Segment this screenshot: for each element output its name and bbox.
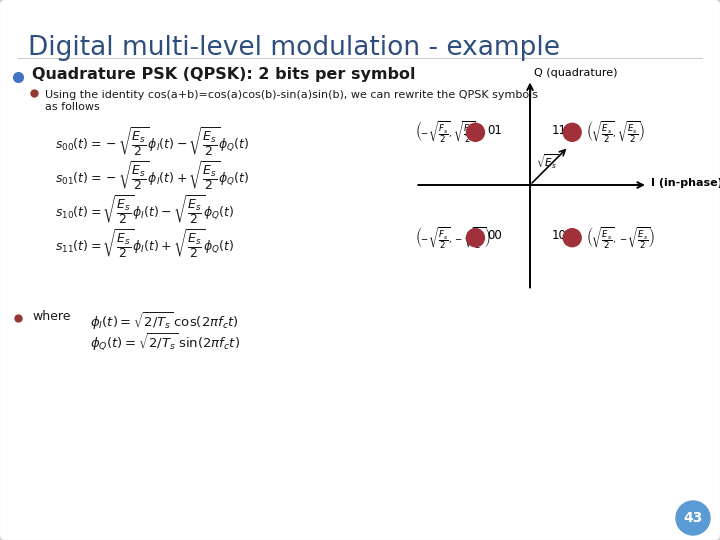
Text: Q (quadrature): Q (quadrature) bbox=[534, 69, 618, 78]
Circle shape bbox=[467, 123, 485, 141]
Text: $\left(\sqrt{\dfrac{E_s}{2}},\sqrt{\dfrac{E_s}{2}}\right)$: $\left(\sqrt{\dfrac{E_s}{2}},\sqrt{\dfra… bbox=[586, 119, 644, 145]
Text: $\left(-\sqrt{\dfrac{F_s}{2}},\sqrt{\dfrac{F_s}{2}}\right)$: $\left(-\sqrt{\dfrac{F_s}{2}},\sqrt{\dfr… bbox=[415, 119, 480, 145]
Text: $s_{00}(t) = -\sqrt{\dfrac{E_s}{2}}\phi_I(t) - \sqrt{\dfrac{E_s}{2}}\phi_Q(t)$: $s_{00}(t) = -\sqrt{\dfrac{E_s}{2}}\phi_… bbox=[55, 125, 249, 158]
Text: Using the identity cos(a+b)=cos(a)cos(b)-sin(a)sin(b), we can rewrite the QPSK s: Using the identity cos(a+b)=cos(a)cos(b)… bbox=[45, 90, 538, 100]
Text: $s_{01}(t) = -\sqrt{\dfrac{E_s}{2}}\phi_I(t) + \sqrt{\dfrac{E_s}{2}}\phi_Q(t)$: $s_{01}(t) = -\sqrt{\dfrac{E_s}{2}}\phi_… bbox=[55, 159, 249, 192]
Text: $\left(\sqrt{\dfrac{E_s}{2}},-\sqrt{\dfrac{E_s}{2}}\right)$: $\left(\sqrt{\dfrac{E_s}{2}},-\sqrt{\dfr… bbox=[586, 225, 655, 251]
Text: $s_{11}(t) = \sqrt{\dfrac{E_s}{2}}\phi_I(t) + \sqrt{\dfrac{E_s}{2}}\phi_Q(t)$: $s_{11}(t) = \sqrt{\dfrac{E_s}{2}}\phi_I… bbox=[55, 227, 234, 260]
Text: 10: 10 bbox=[552, 229, 567, 242]
Circle shape bbox=[563, 123, 581, 141]
Text: $\sqrt{E_s}$: $\sqrt{E_s}$ bbox=[536, 153, 559, 171]
Text: 11: 11 bbox=[552, 124, 567, 137]
Text: $\left(-\sqrt{\dfrac{F_s}{2}},-\sqrt{\dfrac{F_s}{2}}\right)$: $\left(-\sqrt{\dfrac{F_s}{2}},-\sqrt{\df… bbox=[415, 225, 491, 251]
Text: $\phi_Q(t) = \sqrt{2/T_s}\,\sin(2\pi f_c t)$: $\phi_Q(t) = \sqrt{2/T_s}\,\sin(2\pi f_c… bbox=[90, 332, 240, 353]
Text: where: where bbox=[32, 309, 71, 322]
Text: 43: 43 bbox=[683, 511, 703, 525]
Text: $s_{10}(t) = \sqrt{\dfrac{E_s}{2}}\phi_I(t) - \sqrt{\dfrac{E_s}{2}}\phi_Q(t)$: $s_{10}(t) = \sqrt{\dfrac{E_s}{2}}\phi_I… bbox=[55, 193, 234, 226]
Circle shape bbox=[676, 501, 710, 535]
Circle shape bbox=[467, 229, 485, 247]
Text: I (in-phase): I (in-phase) bbox=[651, 178, 720, 188]
Text: 00: 00 bbox=[487, 229, 502, 242]
Text: Quadrature PSK (QPSK): 2 bits per symbol: Quadrature PSK (QPSK): 2 bits per symbol bbox=[32, 66, 415, 82]
Text: $\phi_I(t) = \sqrt{2/T_s}\,\cos(2\pi f_c t)$: $\phi_I(t) = \sqrt{2/T_s}\,\cos(2\pi f_c… bbox=[90, 310, 239, 332]
Text: as follows: as follows bbox=[45, 102, 100, 112]
Text: Digital multi-level modulation - example: Digital multi-level modulation - example bbox=[28, 35, 560, 61]
Text: 01: 01 bbox=[487, 124, 503, 137]
Circle shape bbox=[563, 229, 581, 247]
